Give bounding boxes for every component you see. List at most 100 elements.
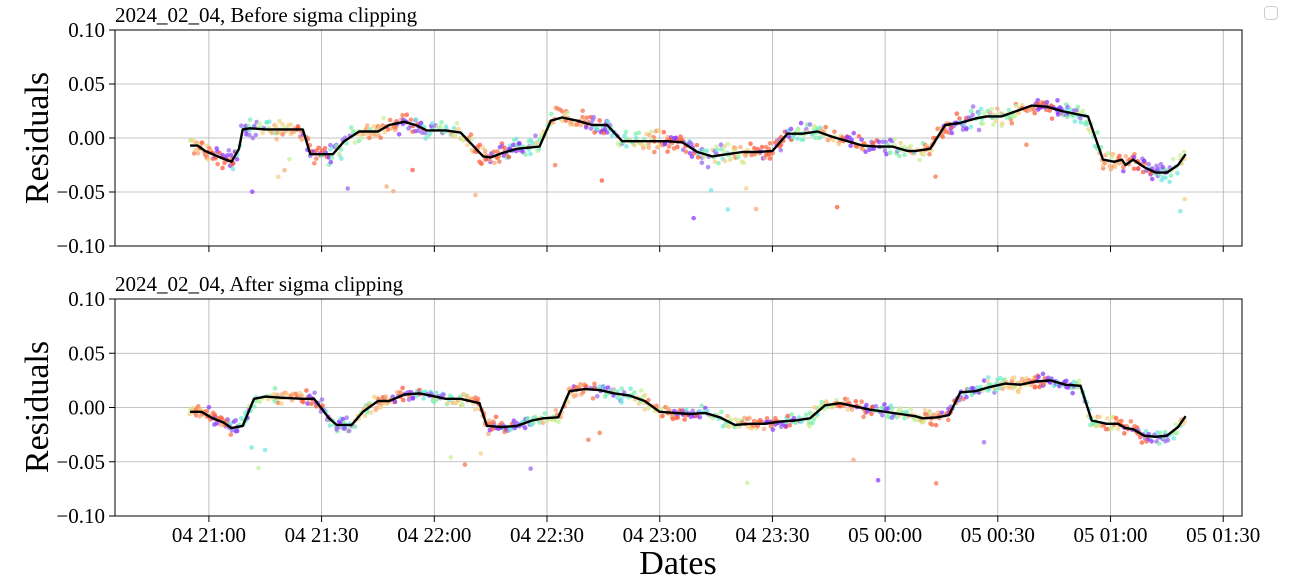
residual-point <box>795 136 800 142</box>
residual-point <box>803 412 809 417</box>
residual-point <box>662 141 668 147</box>
residual-point <box>534 140 539 146</box>
residual-point <box>381 115 386 121</box>
residual-point <box>999 121 1005 126</box>
residual-point <box>876 139 882 145</box>
residual-point <box>978 106 984 112</box>
residual-point <box>897 405 903 411</box>
x-tick-label: 04 22:30 <box>510 523 584 547</box>
residual-point <box>274 136 279 142</box>
residual-point <box>690 408 695 414</box>
trend-line-top <box>190 104 1187 174</box>
residual-point <box>789 412 794 417</box>
residual-point <box>560 109 565 114</box>
residual-point <box>1113 415 1119 421</box>
residual-point <box>945 417 951 423</box>
residual-point <box>495 149 500 154</box>
residual-point <box>422 130 428 136</box>
residual-point <box>1055 98 1060 103</box>
residual-point <box>689 141 694 147</box>
residual-point <box>869 404 875 410</box>
residual-point <box>704 408 710 414</box>
residual-point <box>514 420 520 426</box>
residual-point <box>638 388 644 393</box>
panel-title-before: 2024_02_04, Before sigma clipping <box>115 3 418 27</box>
residual-point <box>525 416 530 421</box>
y-tick-label: −0.10 <box>56 504 105 528</box>
residual-point <box>367 135 372 141</box>
residual-point <box>861 414 866 420</box>
scatter-points-bottom <box>187 371 1187 486</box>
residual-point <box>288 122 294 127</box>
residual-point <box>624 144 629 149</box>
axes-top: 0.10 0.05 0.00 −0.05 −0.10 <box>56 18 1243 258</box>
residual-point <box>1095 130 1100 135</box>
residual-point <box>339 156 344 161</box>
residual-point <box>1171 436 1177 441</box>
residual-point <box>902 144 907 149</box>
residual-point <box>536 146 542 152</box>
residual-point <box>591 114 596 120</box>
residual-point <box>605 385 611 390</box>
residual-point <box>491 419 496 425</box>
residual-point <box>636 130 642 136</box>
residual-point <box>1032 385 1038 390</box>
residual-point <box>556 419 561 425</box>
residual-point <box>287 156 292 162</box>
residual-point <box>697 414 703 420</box>
residual-point <box>798 120 804 126</box>
residual-point <box>1131 166 1137 172</box>
residual-point <box>646 145 652 150</box>
residual-point <box>823 124 829 130</box>
residual-point <box>964 126 969 132</box>
residual-point <box>249 445 254 450</box>
residual-point <box>611 387 616 393</box>
residual-point <box>279 401 284 406</box>
residual-point <box>768 423 774 429</box>
residual-point <box>619 400 624 405</box>
x-tick-label: 05 00:00 <box>848 523 922 547</box>
residual-point <box>502 145 507 151</box>
residual-point <box>602 394 608 399</box>
residual-point <box>1006 107 1012 113</box>
residual-point <box>346 428 352 434</box>
residual-point <box>1175 171 1180 176</box>
residual-point <box>1168 173 1174 178</box>
residual-point <box>383 394 389 399</box>
residual-point <box>506 154 512 160</box>
residual-point <box>714 144 720 150</box>
residual-point <box>345 186 351 191</box>
residual-point <box>314 156 319 161</box>
y-tick-label: −0.05 <box>56 180 105 204</box>
residual-point <box>733 417 739 422</box>
residual-point <box>1017 385 1023 391</box>
residual-point <box>364 410 370 415</box>
residual-point <box>595 126 600 132</box>
residual-point <box>683 149 689 155</box>
residual-point <box>845 397 850 402</box>
residual-point <box>675 144 680 150</box>
residual-point <box>528 151 533 157</box>
residual-point <box>280 121 285 127</box>
residual-point <box>800 137 806 142</box>
residual-point <box>980 121 986 126</box>
residual-point <box>1068 107 1073 112</box>
residual-point <box>193 147 198 153</box>
residual-point <box>454 121 460 126</box>
residual-point <box>565 110 570 116</box>
residual-point <box>362 413 368 419</box>
legend-box <box>1264 6 1278 20</box>
residual-point <box>1158 430 1163 436</box>
residual-point <box>1032 110 1037 116</box>
x-tick-label: 05 01:30 <box>1186 523 1260 547</box>
residual-point <box>421 396 427 401</box>
residual-point <box>712 159 718 165</box>
residual-point <box>597 430 602 436</box>
residual-point <box>728 156 734 162</box>
residual-point <box>478 451 484 456</box>
residual-point <box>880 412 885 418</box>
residual-point <box>439 120 444 125</box>
residual-point <box>565 400 571 405</box>
residual-point <box>299 393 305 398</box>
residual-point <box>1143 429 1149 434</box>
